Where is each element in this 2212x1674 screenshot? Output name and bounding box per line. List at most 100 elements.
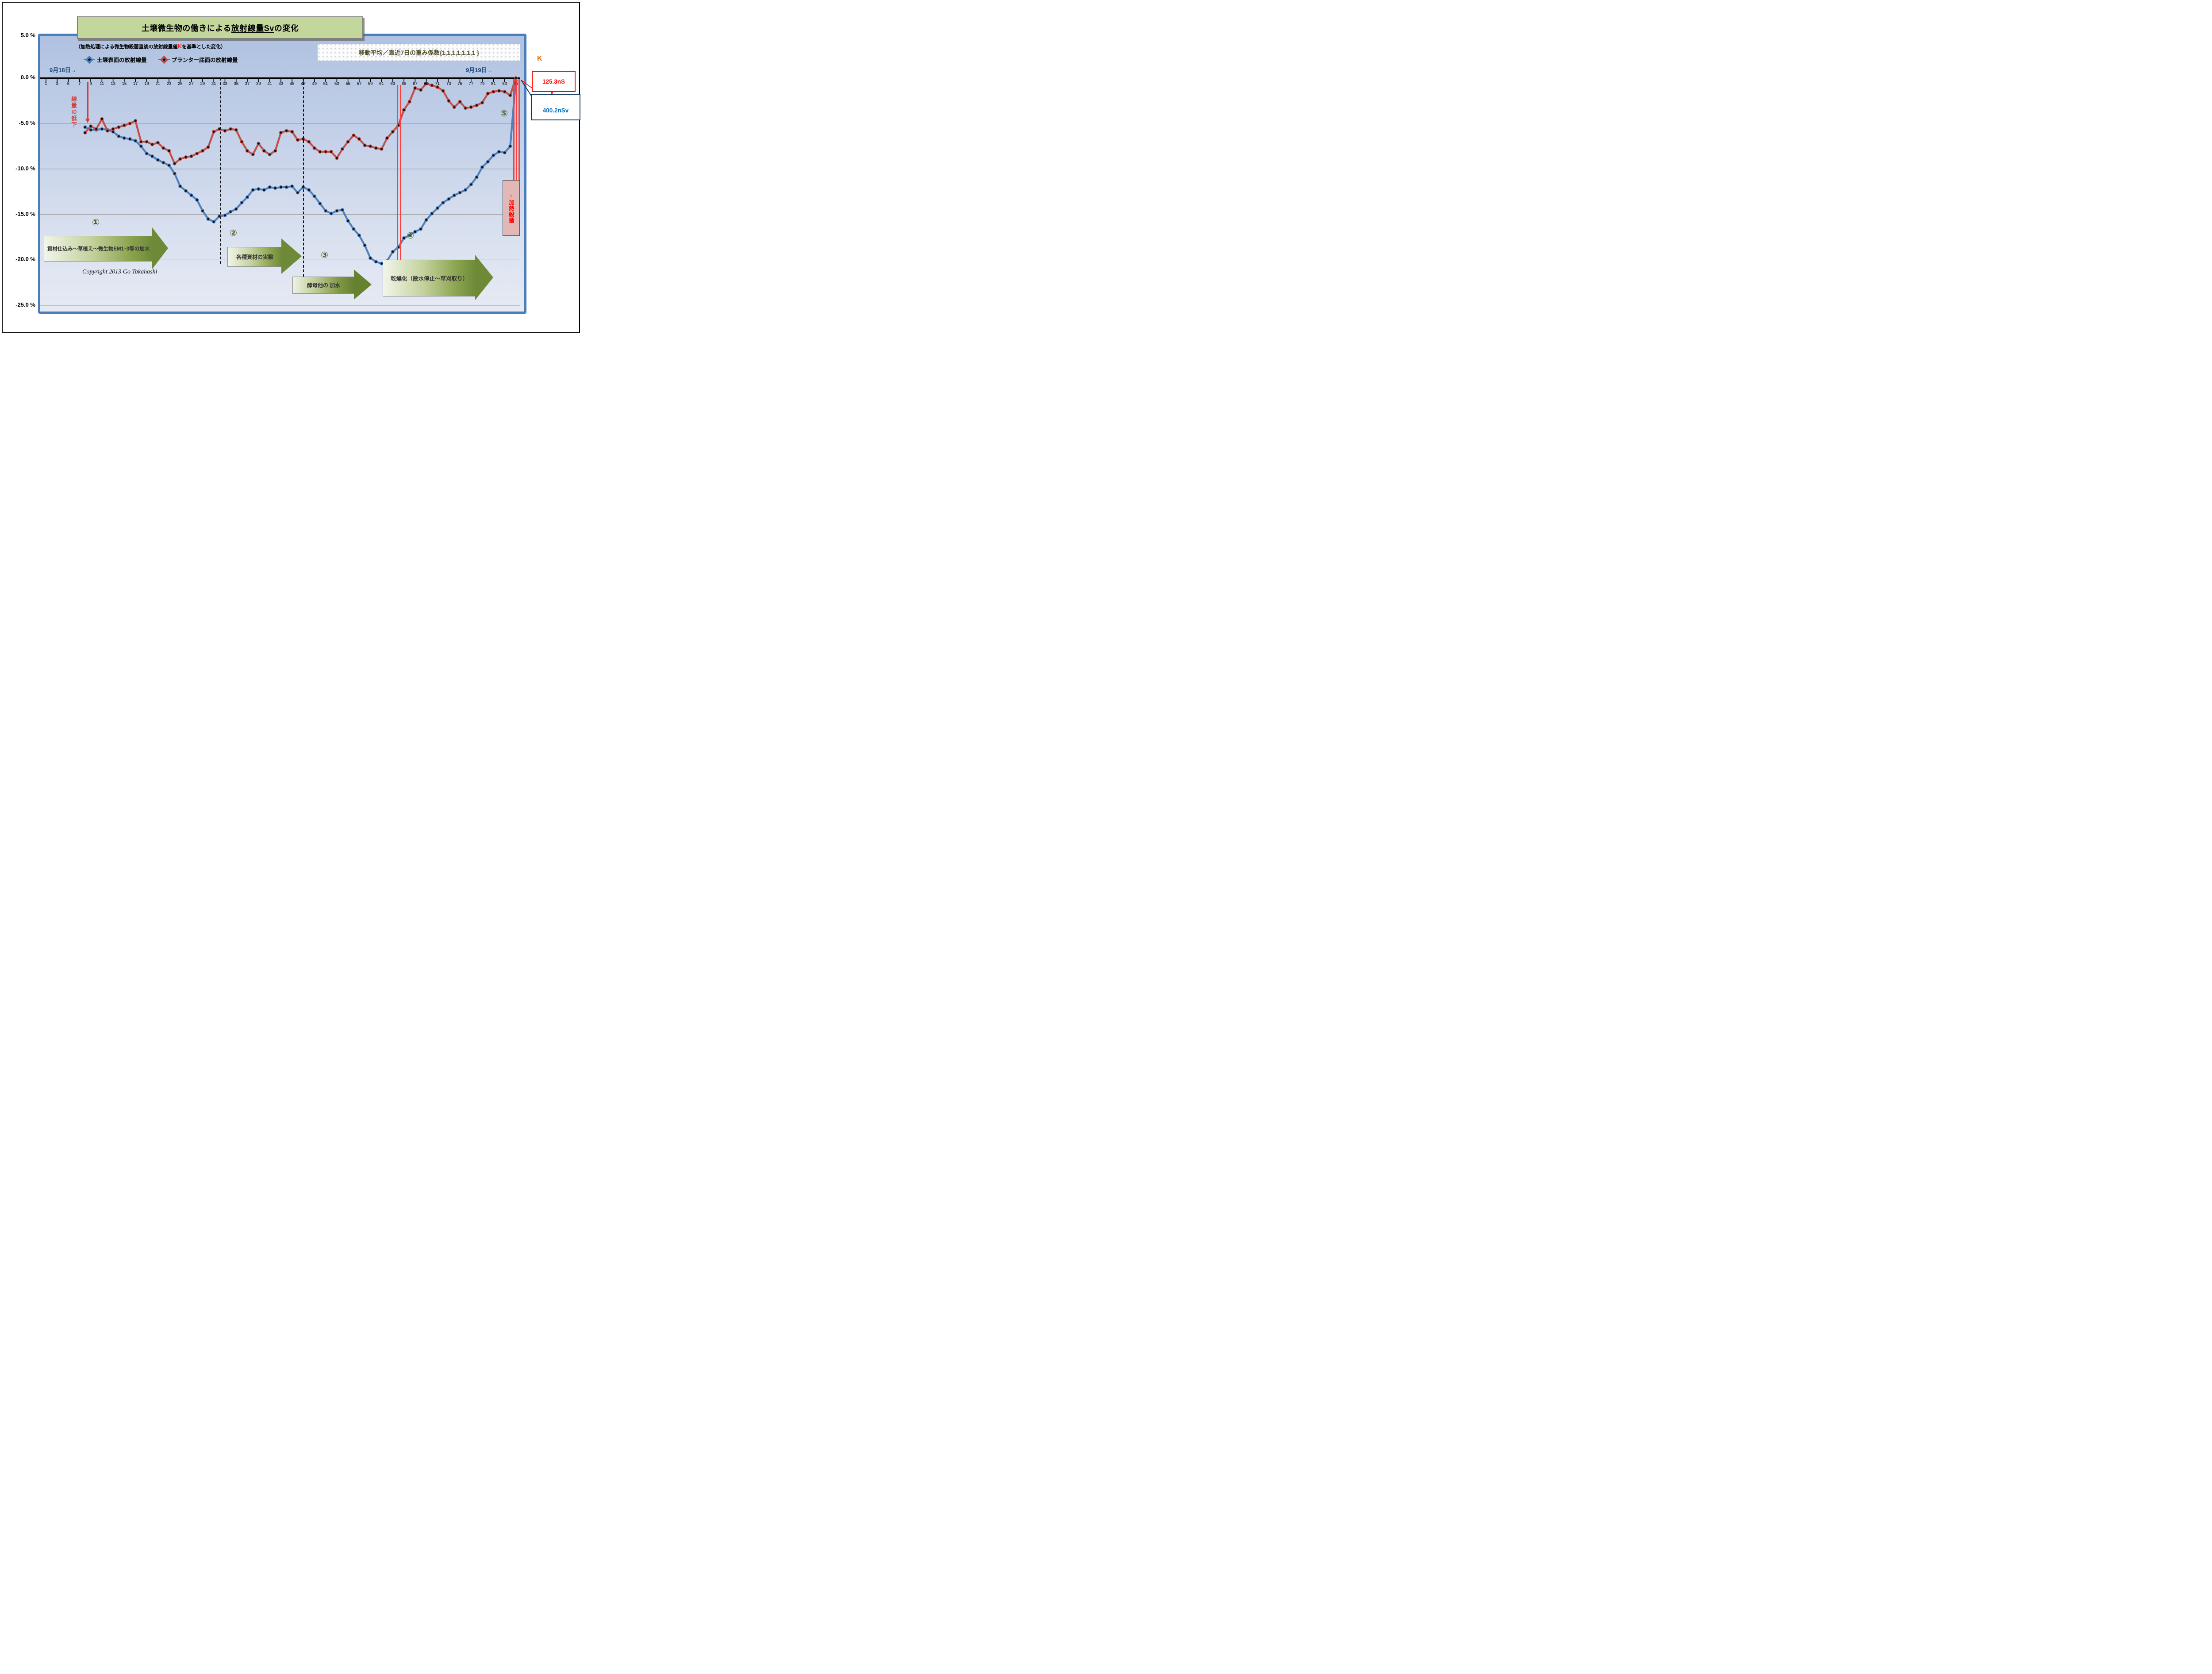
phase-arrow-3-label: 酵母他の 加水: [307, 282, 341, 289]
x-axis-label-61: 61: [379, 81, 384, 86]
phase-arrow-3: 酵母他の 加水: [292, 277, 355, 294]
data-point: [117, 134, 121, 138]
data-point: [363, 143, 367, 147]
red-line-mid-1: [397, 85, 398, 291]
heat-sterilization-label: ↑加熱殺菌: [508, 192, 514, 223]
data-point: [251, 152, 255, 157]
x-axis-label-67: 67: [413, 81, 418, 86]
x-axis-label-55: 55: [346, 81, 350, 86]
x-axis-label-65: 65: [401, 81, 407, 86]
x-axis-label-19: 19: [144, 81, 149, 86]
data-point: [508, 144, 512, 148]
data-point: [419, 227, 423, 231]
title-underlined: 放射線量Sv: [231, 23, 274, 33]
data-point: [441, 89, 445, 93]
legend-item-0: 土壌表面の放射線量: [84, 55, 147, 64]
data-point: [363, 243, 367, 247]
subtitle-k-highlight: K: [177, 43, 182, 50]
data-point: [458, 100, 462, 104]
data-point: [346, 140, 350, 144]
x-axis-label-71: 71: [435, 81, 440, 86]
data-point: [251, 188, 255, 192]
data-point: [173, 162, 177, 165]
data-point: [503, 90, 507, 94]
phase-arrow-4: 乾燥化（散水停止～草刈取り）: [383, 260, 476, 296]
data-point: [245, 149, 250, 153]
data-point: [480, 165, 484, 169]
chart-lines-svg: [40, 76, 520, 306]
x-axis-label-49: 49: [312, 81, 317, 86]
x-axis-label-45: 45: [289, 81, 295, 86]
x-axis-label-13: 13: [111, 81, 115, 86]
data-point: [447, 99, 451, 103]
chart-title: 土壌微生物の働きによる放射線量Svの変化: [142, 22, 299, 34]
data-point: [167, 149, 171, 153]
data-point: [156, 158, 160, 162]
circled-number-4: ④: [407, 231, 414, 241]
data-point: [212, 220, 216, 224]
phase-arrow-1: 資材仕込み～草植え～微生物EM1･3等の加水: [44, 236, 153, 262]
title-pre: 土壌微生物の働きによる: [141, 23, 231, 33]
data-point: [117, 125, 121, 129]
data-point: [268, 185, 272, 189]
data-point: [134, 119, 138, 123]
circled-number-5: ⑤: [500, 109, 508, 119]
data-point: [340, 208, 345, 212]
x-axis-label-9: 9: [89, 81, 92, 86]
data-point: [178, 157, 182, 161]
x-axis-label-81: 81: [491, 81, 496, 86]
data-point: [323, 150, 328, 154]
data-point: [268, 152, 272, 157]
title-post: の変化: [274, 23, 299, 33]
legend-label: 土壌表面の放射線量: [97, 57, 147, 63]
data-point: [145, 140, 149, 144]
final-value-text: 400.2nSv: [542, 107, 569, 114]
data-point: [178, 184, 182, 188]
data-point: [88, 124, 93, 128]
data-point: [402, 236, 406, 240]
k-value-box: 125.3nS: [532, 71, 576, 92]
legend-item-1: プランター底面の放射線量: [158, 55, 238, 64]
data-point: [486, 92, 490, 96]
data-point: [122, 136, 126, 140]
x-axis-label-73: 73: [446, 81, 451, 86]
x-axis-label-27: 27: [189, 81, 194, 86]
data-point: [318, 150, 322, 154]
k-reference-label: K: [537, 55, 542, 62]
data-point: [279, 185, 283, 189]
data-point: [329, 150, 333, 154]
data-point: [357, 137, 361, 141]
chart-canvas: 5.0 % 0.0 % -5.0 % -10.0 % -15.0 % -20.0 % -25…: [0, 0, 582, 335]
data-point: [352, 133, 356, 137]
data-point: [296, 138, 300, 142]
x-axis-label-31: 31: [211, 81, 216, 86]
data-point: [296, 191, 300, 195]
dashed-line-2: [303, 78, 304, 277]
data-point: [480, 100, 484, 104]
data-point: [441, 200, 445, 204]
subtitle-post: を基準とした変化）: [182, 44, 226, 50]
legend-marker-icon: [158, 55, 170, 64]
data-point: [424, 218, 428, 222]
data-point: [469, 182, 473, 186]
data-point: [447, 197, 451, 201]
data-point: [497, 89, 501, 93]
data-point: [312, 146, 316, 150]
data-point: [195, 151, 199, 156]
x-axis-label-43: 43: [278, 81, 284, 86]
data-point: [323, 209, 328, 213]
data-point: [335, 209, 339, 213]
data-point: [369, 256, 373, 260]
data-point: [407, 233, 411, 237]
x-axis-label-77: 77: [469, 81, 474, 86]
x-axis-label-11: 11: [100, 81, 104, 86]
plot-area: 1 3 5 7 9 11 13 15 17 19 21 23 25 27 29 31 33 35 37 39 41 43 4…: [40, 36, 520, 307]
date-start-label: 9月18日→: [50, 67, 77, 73]
data-point: [346, 219, 350, 223]
data-point: [435, 206, 440, 210]
data-point: [234, 128, 238, 132]
data-point: [385, 136, 389, 140]
x-axis-label-63: 63: [390, 81, 396, 86]
data-point: [139, 144, 143, 148]
data-point: [212, 130, 216, 134]
